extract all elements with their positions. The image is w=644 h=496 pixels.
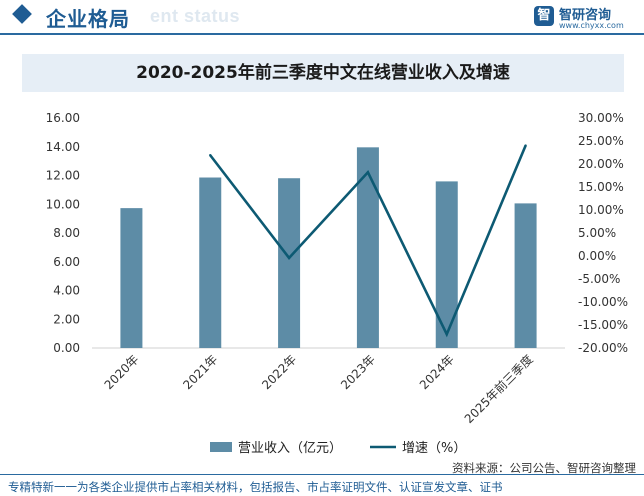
right-axis-tick-label: 5.00% <box>578 226 616 240</box>
line-point <box>287 256 291 260</box>
x-tick-label: 2021年 <box>180 352 220 392</box>
bar <box>278 178 301 348</box>
left-axis-ticks: 0.00 2.00 4.00 6.00 8.00 10.00 12.00 14.00 16.00 <box>46 111 565 355</box>
chart-title-band: 2020-2025年前三季度中文在线营业收入及增速 <box>22 54 624 92</box>
left-axis-tick-label: 14.00 <box>46 140 80 154</box>
header-watermark-text: ent status <box>150 6 241 26</box>
line-point <box>524 144 527 147</box>
line-series <box>209 144 527 338</box>
left-axis-tick-label: 16.00 <box>46 111 80 125</box>
right-axis-tick-label: -20.00% <box>578 341 628 355</box>
right-axis-tick-label: 30.00% <box>578 111 624 125</box>
line-point <box>209 154 212 157</box>
left-axis-tick-label: 0.00 <box>53 341 80 355</box>
left-axis-tick-label: 2.00 <box>53 312 80 326</box>
bar <box>435 181 458 348</box>
left-axis-tick-label: 10.00 <box>46 197 80 211</box>
x-tick-label: 2022年 <box>259 352 299 392</box>
bar <box>514 203 537 348</box>
x-axis-labels: 2020年 2021年 2022年 2023年 2024年 2025年前三季度 <box>102 352 536 427</box>
legend: 营业收入（亿元） 增速（%） <box>210 441 466 456</box>
right-axis-tick-label: 20.00% <box>578 157 624 171</box>
left-axis-tick-label: 6.00 <box>53 255 80 269</box>
chart-title: 2020-2025年前三季度中文在线营业收入及增速 <box>136 63 510 83</box>
left-axis-tick-label: 12.00 <box>46 169 80 183</box>
section-title: 企业格局 <box>46 7 130 31</box>
legend-bar-label: 营业收入（亿元） <box>238 441 342 456</box>
right-axis-tick-label: 10.00% <box>578 203 624 217</box>
footer-divider <box>0 474 644 475</box>
bar <box>356 147 379 348</box>
right-axis-tick-label: 0.00% <box>578 249 616 263</box>
right-axis-ticks: -20.00% -15.00% -10.00% -5.00% 0.00% 5.00% 10.… <box>578 111 628 355</box>
x-tick-label: 2025年前三季度 <box>461 352 536 427</box>
right-axis-tick-label: 15.00% <box>578 180 624 194</box>
right-axis-tick-label: 25.00% <box>578 134 624 148</box>
bar-series <box>120 147 537 348</box>
right-axis-tick-label: -15.00% <box>578 318 628 332</box>
source-text: 资料来源：公司公告、智研咨询整理 <box>452 461 636 475</box>
footer-note: 专精特新一一为各类企业提供市占率相关材料，包括报告、市占率证明文件、认证宣发文章… <box>8 480 503 494</box>
page-header: 企业格局 ent status 智 智研咨询 www.chyxx.com <box>0 0 644 35</box>
line-point <box>366 171 370 174</box>
left-axis-tick-label: 8.00 <box>53 226 80 240</box>
x-tick-label: 2023年 <box>338 352 378 392</box>
right-axis-tick-label: -5.00% <box>578 272 620 286</box>
bar <box>199 177 222 348</box>
right-axis-tick-label: -10.00% <box>578 295 628 309</box>
x-tick-label: 2024年 <box>417 352 457 392</box>
legend-line-label: 增速（%） <box>402 441 466 456</box>
brand-logo: 智 智研咨询 www.chyxx.com <box>534 4 632 32</box>
line-point <box>445 333 448 336</box>
header-divider <box>0 33 644 35</box>
legend-bar-swatch <box>210 442 232 452</box>
logo-icon: 智 <box>534 6 554 26</box>
left-axis-tick-label: 4.00 <box>53 284 80 298</box>
bar <box>120 208 143 348</box>
logo-name: 智研咨询 <box>559 8 612 23</box>
logo-url: www.chyxx.com <box>559 21 624 30</box>
x-tick-label: 2020年 <box>102 352 142 392</box>
